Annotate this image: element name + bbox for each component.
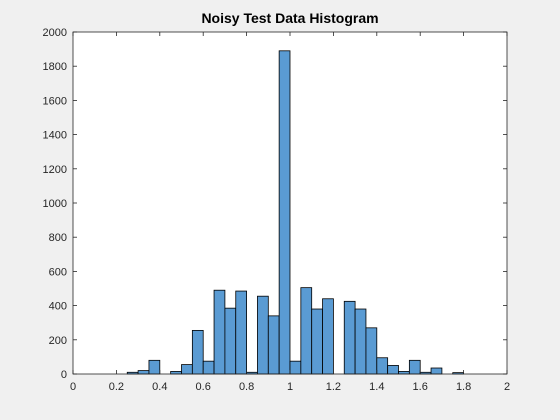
histogram-bar [224, 307, 237, 375]
x-tick-label: 1.8 [456, 381, 471, 393]
y-tick-label: 600 [49, 266, 67, 278]
y-tick-label: 0 [61, 369, 67, 381]
y-tick-label: 800 [49, 232, 67, 244]
histogram-bar [267, 315, 280, 375]
y-tick-label: 1200 [43, 164, 67, 176]
x-tick-label: 0 [70, 381, 76, 393]
x-tick-label: 1 [287, 381, 293, 393]
x-tick-label: 1.6 [413, 381, 428, 393]
x-tick-label: 2 [504, 381, 510, 393]
y-tick-label: 1800 [43, 61, 67, 73]
histogram-bar [343, 300, 356, 375]
histogram-bar [365, 327, 378, 375]
histogram-bar [300, 287, 313, 375]
histogram-bar [311, 308, 323, 375]
x-tick-label: 0.8 [239, 381, 254, 393]
bars-group [126, 50, 465, 375]
histogram-bar [213, 289, 226, 375]
histogram-bar [191, 329, 204, 375]
histogram-bar [430, 367, 443, 375]
y-tick-label: 1000 [43, 198, 67, 210]
y-tick-label: 200 [49, 335, 67, 347]
x-tick-label: 0.2 [109, 381, 124, 393]
x-axis-ticks: 0 0.2 0.4 0.6 0.8 1 1.2 1.4 1.6 1.8 2 [70, 32, 510, 393]
histogram-bar [278, 50, 291, 375]
histogram-bar [354, 308, 367, 375]
histogram-bar [289, 360, 302, 375]
chart-title: Noisy Test Data Histogram [201, 10, 378, 26]
x-tick-label: 1.4 [369, 381, 384, 393]
x-tick-label: 0.4 [152, 381, 167, 393]
x-tick-label: 0.6 [196, 381, 211, 393]
histogram-bar [408, 359, 421, 375]
y-tick-label: 400 [49, 301, 67, 313]
y-tick-label: 1400 [43, 130, 67, 142]
x-tick-label: 1.2 [326, 381, 341, 393]
histogram-bar [257, 295, 269, 375]
histogram-bar [137, 370, 150, 375]
histogram-bar [322, 298, 334, 375]
y-tick-label: 2000 [43, 27, 67, 39]
histogram-bar [202, 360, 215, 375]
histogram-bar [387, 365, 399, 375]
histogram-bar [235, 290, 248, 375]
y-tick-label: 1600 [43, 95, 67, 107]
histogram-bar [148, 359, 161, 375]
histogram-bar [181, 364, 193, 375]
histogram-bar [376, 357, 389, 375]
y-axis-ticks: 0 200 400 600 800 1000 1200 1400 1600 1800 2000 [43, 27, 507, 381]
